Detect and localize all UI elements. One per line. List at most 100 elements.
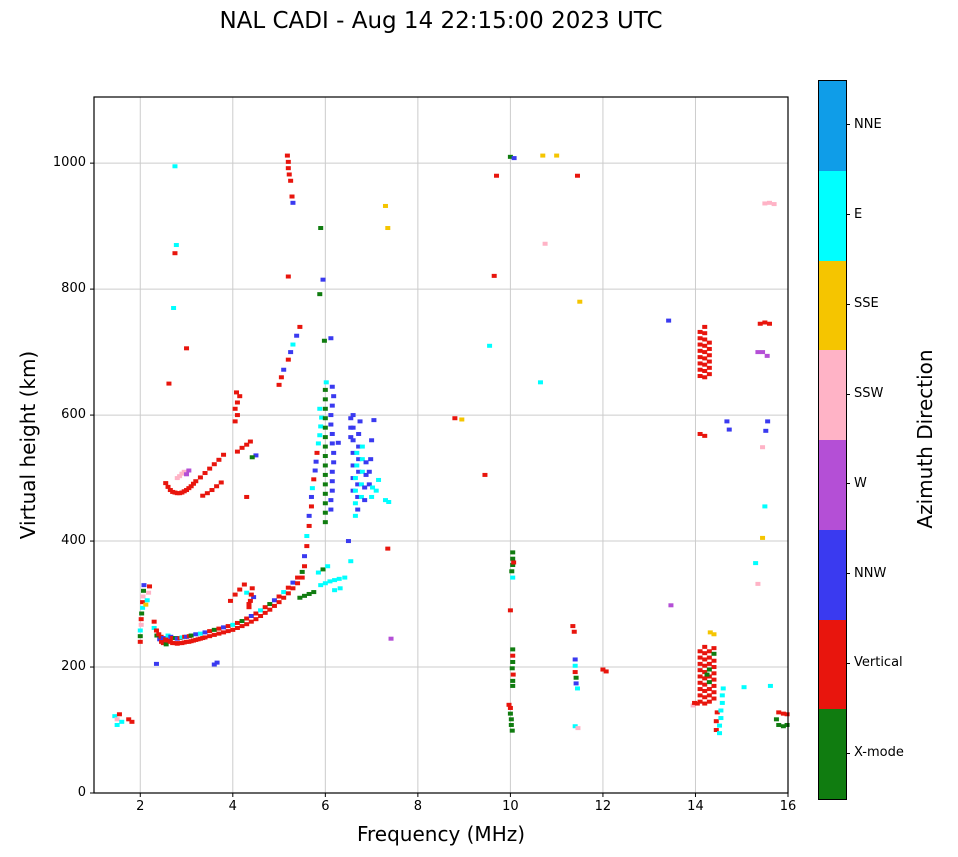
data-point bbox=[706, 667, 712, 672]
x-tick-label: 8 bbox=[413, 799, 422, 814]
data-point bbox=[773, 717, 779, 722]
data-point bbox=[702, 682, 708, 687]
data-point bbox=[692, 700, 698, 705]
colorbar-segment-Vertical bbox=[819, 619, 846, 710]
data-point bbox=[249, 455, 255, 460]
data-point bbox=[350, 438, 356, 443]
data-point bbox=[281, 367, 287, 372]
data-point bbox=[319, 415, 325, 420]
data-point bbox=[711, 632, 717, 637]
data-point bbox=[141, 583, 147, 588]
data-point bbox=[511, 560, 517, 565]
data-point bbox=[234, 413, 240, 418]
data-point bbox=[702, 362, 708, 367]
data-point bbox=[244, 590, 250, 595]
data-point bbox=[571, 629, 577, 634]
data-point bbox=[244, 616, 250, 621]
data-point bbox=[302, 593, 308, 598]
data-point bbox=[702, 701, 708, 706]
data-point bbox=[702, 670, 708, 675]
data-point bbox=[711, 651, 717, 656]
data-point bbox=[156, 632, 162, 637]
data-point bbox=[258, 608, 264, 613]
data-point bbox=[328, 413, 334, 418]
data-point bbox=[697, 348, 703, 353]
colorbar-label-SSW: SSW bbox=[854, 386, 884, 402]
data-point bbox=[234, 625, 240, 630]
data-point bbox=[352, 513, 358, 518]
data-point bbox=[359, 444, 365, 449]
data-point bbox=[363, 460, 369, 465]
data-point bbox=[306, 591, 312, 596]
colorbar-tick bbox=[846, 393, 850, 395]
data-point bbox=[317, 292, 323, 297]
data-point bbox=[711, 683, 717, 688]
data-point bbox=[322, 463, 328, 468]
data-point bbox=[776, 710, 782, 715]
data-point bbox=[288, 178, 294, 183]
data-point bbox=[114, 717, 120, 722]
data-point bbox=[506, 702, 512, 707]
data-point bbox=[262, 610, 268, 615]
data-point bbox=[193, 479, 199, 484]
data-point bbox=[308, 504, 314, 509]
data-point bbox=[573, 675, 579, 680]
data-point bbox=[322, 454, 328, 459]
data-point bbox=[322, 482, 328, 487]
data-point bbox=[352, 501, 358, 506]
data-point bbox=[350, 450, 356, 455]
data-point bbox=[140, 600, 146, 605]
data-point bbox=[304, 544, 310, 549]
data-point bbox=[322, 387, 328, 392]
chart-title: NAL CADI - Aug 14 22:15:00 2023 UTC bbox=[219, 8, 663, 34]
data-point bbox=[706, 661, 712, 666]
data-point bbox=[508, 717, 514, 722]
data-point bbox=[285, 159, 291, 164]
data-point bbox=[711, 646, 717, 651]
data-point bbox=[385, 226, 391, 231]
data-point bbox=[322, 435, 328, 440]
data-point bbox=[697, 342, 703, 347]
data-point bbox=[160, 641, 166, 646]
data-point bbox=[214, 484, 220, 489]
data-point bbox=[371, 418, 377, 423]
data-point bbox=[780, 711, 786, 716]
data-point bbox=[697, 680, 703, 685]
data-point bbox=[718, 716, 724, 721]
data-point bbox=[202, 635, 208, 640]
data-point bbox=[232, 406, 238, 411]
y-tick-label: 200 bbox=[61, 659, 86, 675]
colorbar-segment-E bbox=[819, 170, 846, 261]
data-point bbox=[510, 647, 516, 652]
data-point bbox=[510, 672, 516, 677]
data-point bbox=[190, 481, 196, 486]
data-point bbox=[173, 243, 179, 248]
data-point bbox=[358, 494, 364, 499]
data-point bbox=[200, 493, 206, 498]
data-point bbox=[352, 476, 358, 481]
data-point bbox=[702, 657, 708, 662]
data-point bbox=[193, 632, 199, 637]
data-point bbox=[704, 672, 710, 677]
data-point bbox=[697, 661, 703, 666]
data-point bbox=[290, 200, 296, 205]
data-point bbox=[141, 588, 147, 593]
data-point bbox=[329, 469, 335, 474]
data-point bbox=[304, 534, 310, 539]
data-point bbox=[702, 331, 708, 336]
data-point bbox=[184, 346, 190, 351]
data-point bbox=[482, 472, 488, 477]
data-point bbox=[285, 585, 291, 590]
data-point bbox=[315, 441, 321, 446]
data-point bbox=[116, 712, 122, 717]
data-point bbox=[332, 588, 338, 593]
data-point bbox=[253, 611, 259, 616]
data-point bbox=[459, 417, 465, 422]
data-point bbox=[697, 336, 703, 341]
data-point bbox=[329, 403, 335, 408]
data-point bbox=[697, 355, 703, 360]
data-point bbox=[355, 482, 361, 487]
data-point bbox=[153, 628, 159, 633]
data-point bbox=[328, 422, 334, 427]
data-point bbox=[237, 587, 243, 592]
